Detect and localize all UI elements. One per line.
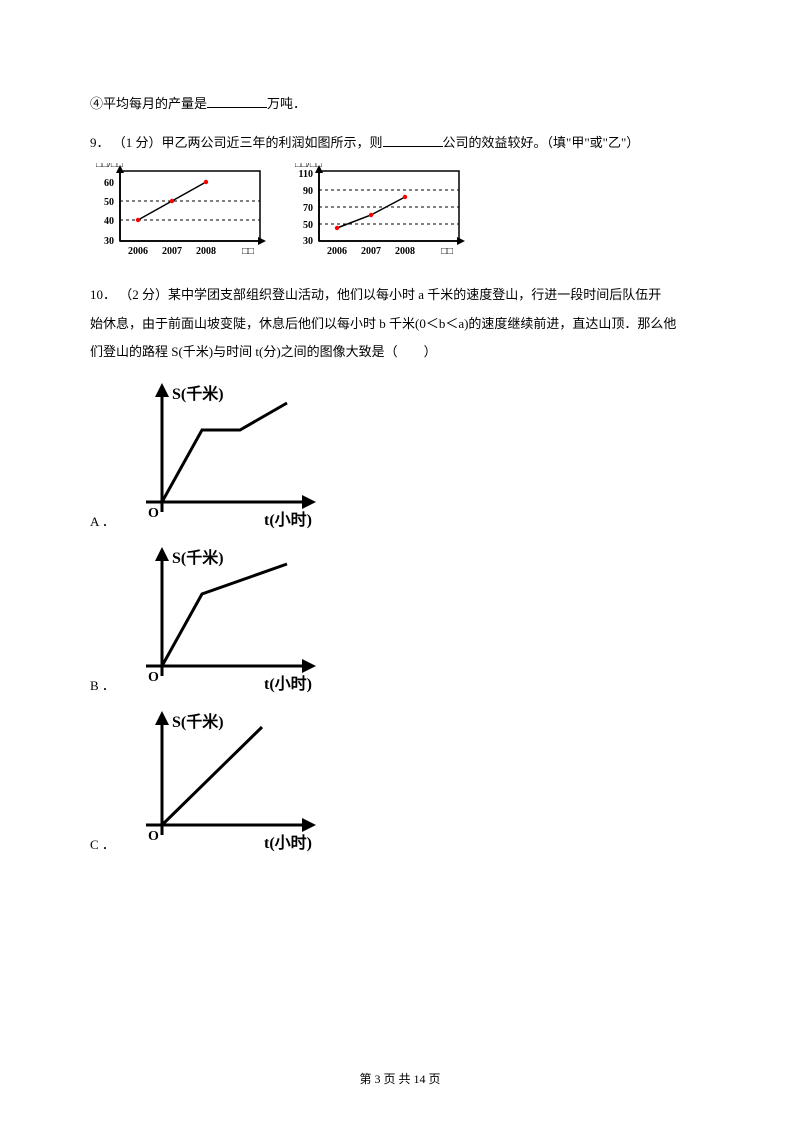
q9-blank[interactable]	[383, 132, 443, 147]
q10-block: 10． （2 分）某中学团支部组织登山活动，他们以每小时 a 千米的速度登山，行…	[90, 281, 710, 310]
spacer	[90, 119, 710, 129]
c1-y40: 40	[104, 216, 114, 227]
q9-number: 9．	[90, 135, 110, 150]
chart1-ylabel: □□/□□	[96, 163, 123, 170]
q10-l2: 始休息，由于前面山坡变陡，休息后他们以每小时 b 千米(0＜b＜a)的速度继续前…	[90, 310, 710, 339]
q9-chart-left: □□/□□ 30 40 50 60 2006 2007 2008 □□	[90, 163, 270, 263]
c1-y50: 50	[104, 197, 114, 208]
opt-c-ylabel: S(千米)	[172, 712, 224, 731]
opt-c-label: C ．	[90, 831, 115, 860]
c1-x3: 2008	[196, 246, 216, 257]
opt-a-graph: S(千米) t(小时) O	[122, 377, 322, 537]
opt-b-xlabel: t(小时)	[264, 675, 312, 693]
c1-y60: 60	[104, 178, 114, 189]
c2-y1: 50	[303, 220, 313, 231]
q8-prefix: ④平均每月的产量是	[90, 96, 207, 111]
opt-a-xlabel: t(小时)	[264, 511, 312, 529]
c1-xlabel: □□	[242, 246, 254, 257]
q10-points: （2 分）	[119, 287, 168, 302]
q8-line: ④平均每月的产量是 万吨．	[90, 90, 710, 119]
q9-chart-right: □□/□□ 30 50 70 90 110 2006 2007 2008 □□	[289, 163, 469, 263]
page-footer: 第 3 页 共 14 页	[0, 1066, 800, 1092]
q9-text-b: 公司的效益较好。（填"甲"或"乙"）	[443, 135, 640, 150]
c2-x3: 2008	[395, 246, 415, 257]
opt-a-label: A ．	[90, 508, 115, 537]
q9-points: （1 分）	[113, 135, 162, 150]
q8-suffix: 万吨．	[267, 96, 306, 111]
q9-line: 9． （1 分）甲乙两公司近三年的利润如图所示，则 公司的效益较好。（填"甲"或"…	[90, 129, 710, 158]
c1-y30: 30	[104, 236, 114, 247]
q10-l1: 某中学团支部组织登山活动，他们以每小时 a 千米的速度登山，行进一段时间后队伍开	[168, 287, 661, 302]
q10-number: 10．	[90, 287, 116, 302]
opt-a-ylabel: S(千米)	[172, 384, 224, 403]
c1-x2: 2007	[162, 246, 182, 257]
q9-charts: □□/□□ 30 40 50 60 2006 2007 2008 □□	[90, 163, 710, 263]
opt-c-graph: S(千米) t(小时) O	[122, 705, 322, 860]
opt-c-origin: O	[148, 829, 159, 844]
c1-x1: 2006	[128, 246, 148, 257]
c2-y0: 30	[303, 236, 313, 247]
opt-b-graph: S(千米) t(小时) O	[122, 541, 322, 701]
q10-option-c[interactable]: C ． S(千米) t(小时) O	[90, 705, 710, 860]
q9-text-a: 甲乙两公司近三年的利润如图所示，则	[162, 135, 383, 150]
c2-y4: 110	[299, 169, 313, 180]
spacer3	[90, 367, 710, 373]
spacer2	[90, 273, 710, 281]
c2-xl: □□	[441, 246, 453, 257]
q10-option-b[interactable]: B ． S(千米) t(小时) O	[90, 541, 710, 701]
c2-x1: 2006	[327, 246, 347, 257]
q10-l3: 们登山的路程 S(千米)与时间 t(分)之间的图像大致是（ ）	[90, 338, 710, 367]
q10-option-a[interactable]: A ． S(千米) t(小时) O	[90, 377, 710, 537]
c2-x2: 2007	[361, 246, 381, 257]
q8-blank[interactable]	[207, 93, 267, 108]
opt-b-ylabel: S(千米)	[172, 548, 224, 567]
opt-b-label: B ．	[90, 672, 115, 701]
c2-y2: 70	[303, 203, 313, 214]
c2-y3: 90	[303, 186, 313, 197]
opt-c-xlabel: t(小时)	[264, 834, 312, 852]
opt-b-origin: O	[148, 670, 159, 685]
opt-a-origin: O	[148, 506, 159, 521]
